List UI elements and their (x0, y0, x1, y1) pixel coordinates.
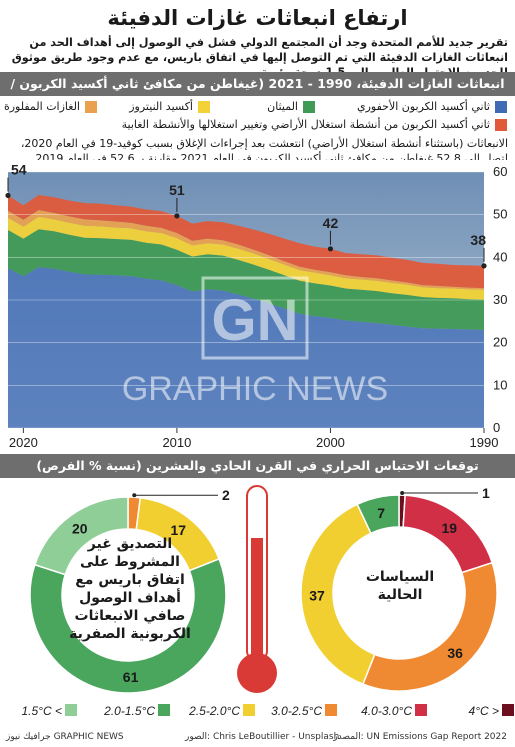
donut-slice (300, 503, 376, 686)
legend: ثاني أكسيد الكربون الأحفوري الميثان أكسي… (0, 97, 515, 137)
y-tick-label: 10 (493, 377, 507, 392)
legend-label: الميثان (267, 100, 298, 113)
legend-swatch (303, 100, 315, 113)
band-label: 1.5°C < (22, 704, 63, 718)
slice-value-label: 17 (170, 522, 186, 538)
slice-value-label: 19 (441, 520, 457, 536)
brand-credit: جرافيك نيوز GRAPHIC NEWS (6, 732, 124, 742)
emissions-area-chart: GN GRAPHIC NEWS 0 10 20 30 40 50 60 1990 2000 201… (0, 160, 515, 454)
donut-slice (356, 494, 400, 535)
annotation-dot (327, 246, 334, 252)
legend-item-nitrous-oxide: أكسيد النيتروز (129, 100, 210, 113)
legend-item-methane: الميثان (267, 100, 315, 113)
annotation-label: 38 (470, 232, 486, 248)
y-tick-label: 0 (493, 420, 500, 435)
graphic-news-watermark: GN GRAPHIC NEWS (122, 276, 388, 408)
svg-text:GN: GN (212, 288, 299, 353)
donut-slice (33, 496, 129, 576)
band-label: 3.0-2.5°C (271, 704, 322, 718)
y-tick-label: 20 (493, 335, 507, 350)
annotation-dot (5, 192, 11, 199)
legend-label: أكسيد النيتروز (129, 100, 193, 113)
slice-value-label: 2 (222, 487, 230, 503)
x-tick-label: 2010 (162, 435, 191, 450)
band-swatch (158, 704, 170, 716)
legend-swatch (495, 100, 507, 113)
donut-left: 2 17 61 20 (29, 487, 230, 694)
x-tick-label: 2000 (316, 435, 345, 450)
legend-item-fossil-co2: ثاني أكسيد الكربون الأحفوري (357, 100, 507, 113)
band-label: 4.0-3.0°C (361, 704, 412, 718)
watermark-text: GRAPHIC NEWS (122, 370, 388, 408)
band-swatch (243, 704, 255, 716)
area-series-2 (8, 216, 484, 300)
slice-value-label: 7 (377, 505, 385, 521)
legend-item-f-gases: الغازات المفلورة (4, 100, 97, 113)
y-tick-label: 50 (493, 207, 507, 222)
legend-swatch (495, 118, 507, 131)
legend-label: ثاني أكسيد الكربون من أنشطة استغلال الأر… (121, 118, 490, 131)
annotation-label: 54 (11, 161, 27, 177)
slice-value-label: 20 (72, 521, 88, 537)
warming-donuts: 2 17 61 20 1 19 36 37 7 4°C > 4.0-3.0°C 3.0-2.5°C… (22, 485, 514, 718)
temperature-bands-legend: 4°C > 4.0-3.0°C 3.0-2.5°C 2.5-2.0°C 2.0-1.5°… (22, 704, 514, 718)
credits: المصدر: UN Emissions Gap Report 2022 الص… (0, 728, 515, 746)
y-tick-label: 40 (493, 249, 507, 264)
slice-leader-dot (400, 491, 405, 496)
annotation-dot (481, 263, 487, 269)
band-label: 2.5-2.0°C (188, 704, 240, 718)
legend-label: ثاني أكسيد الكربون الأحفوري (356, 100, 490, 113)
area-series-0 (8, 267, 484, 428)
donut-right-label: السياسات الحالية (365, 569, 435, 603)
source-credit: المصدر: UN Emissions Gap Report 2022 (333, 732, 507, 742)
area-series-3 (8, 210, 484, 290)
area-series-4 (8, 195, 484, 289)
legend-swatch (198, 100, 210, 113)
band-swatch (502, 704, 514, 716)
donut-left-label: التصديق غير المشروط على اتفاق باريس مع أ… (69, 536, 191, 642)
legend-label: الغازات المفلورة (3, 100, 80, 113)
thermometer-icon (237, 485, 277, 693)
slice-value-label: 37 (309, 588, 325, 604)
y-tick-label: 30 (493, 292, 507, 307)
donut-slice (29, 557, 227, 694)
slice-value-label: 61 (123, 669, 139, 685)
legend-item-land-use-co2: ثاني أكسيد الكربون من أنشطة استغلال الأر… (122, 118, 507, 131)
emissions-header: انبعاثات الغازات الدفيئة، 1990 - 2021 (غ… (0, 72, 515, 115)
x-tick-label: 2020 (9, 435, 38, 450)
legend-swatch (85, 100, 97, 113)
band-swatch (65, 704, 77, 716)
x-tick-label: 1990 (470, 435, 499, 450)
slice-value-label: 1 (482, 485, 490, 501)
annotation-label: 51 (169, 182, 185, 198)
annotation-label: 42 (323, 215, 339, 231)
slice-leader-dot (132, 493, 137, 498)
band-label: 4°C > (469, 704, 499, 718)
area-series-1 (8, 229, 484, 330)
slice-value-label: 36 (447, 645, 463, 661)
page-title: ارتفاع انبعاثات غازات الدفيئة (107, 6, 408, 30)
y-tick-label: 60 (493, 164, 507, 179)
annotation-dot (174, 213, 180, 219)
band-label: 2.0-1.5°C (103, 704, 155, 718)
photo-credit: الصور: Chris LeBoutillier - Unsplash (185, 732, 340, 742)
warming-header: توقعات الاحتباس الحراري في القرن الحادي … (0, 454, 515, 478)
band-swatch (415, 704, 427, 716)
band-swatch (325, 704, 337, 716)
donut-right: 1 19 36 37 7 (300, 485, 498, 692)
